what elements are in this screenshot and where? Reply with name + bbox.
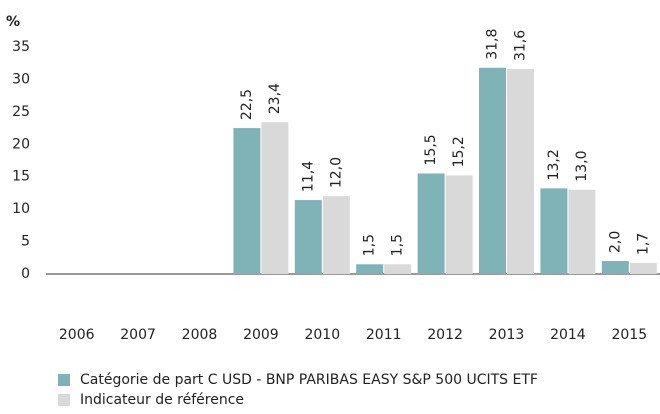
legend-swatch [58,394,70,406]
value-label: 23,4 [267,83,283,114]
value-label: 12,0 [328,157,344,188]
bar [322,196,350,274]
x-tick-label: 2010 [304,327,340,343]
x-tick-label: 2014 [550,327,586,343]
value-label: 15,5 [423,134,439,165]
value-label: 1,5 [362,234,378,256]
y-tick-label: 20 [12,136,30,152]
x-tick-label: 2012 [427,327,463,343]
value-label: 1,7 [635,233,651,255]
y-tick-label: 30 [12,71,30,87]
bar [601,261,629,274]
bar [384,264,412,274]
x-tick-label: 2011 [366,327,402,343]
value-label: 31,8 [485,29,501,60]
x-tick-label: 2015 [611,327,647,343]
y-tick-label: 15 [12,169,30,185]
y-tick-label: 35 [12,39,30,55]
x-tick-label: 2007 [120,327,156,343]
value-label: 22,5 [239,89,255,120]
bar [417,173,445,274]
x-tick-label: 2008 [182,327,218,343]
value-label: 15,2 [451,136,467,167]
y-axis-label: % [6,14,20,30]
bar [568,189,596,274]
legend-swatch [58,374,70,386]
bar [445,175,473,274]
bar [261,122,289,274]
value-label: 2,0 [607,231,623,253]
bar [629,262,657,274]
x-tick-label: 2006 [59,327,95,343]
value-label: 11,4 [300,161,316,192]
y-tick-label: 0 [21,266,30,282]
legend-label: Catégorie de part C USD - BNP PARIBAS EA… [80,372,538,388]
y-tick-label: 5 [21,234,30,250]
bar [294,200,322,274]
bar [507,69,534,275]
bar [479,67,506,274]
bar [233,128,261,274]
value-label: 13,0 [574,151,590,182]
value-label: 13,2 [546,149,562,180]
y-tick-label: 25 [12,104,30,120]
legend-label: Indicateur de référence [80,392,244,408]
x-tick-label: 2013 [489,327,525,343]
x-tick-label: 2009 [243,327,279,343]
value-label: 31,6 [513,30,529,61]
bar [356,264,384,274]
bar [540,188,568,274]
y-tick-label: 10 [12,201,30,217]
value-label: 1,5 [390,234,406,256]
